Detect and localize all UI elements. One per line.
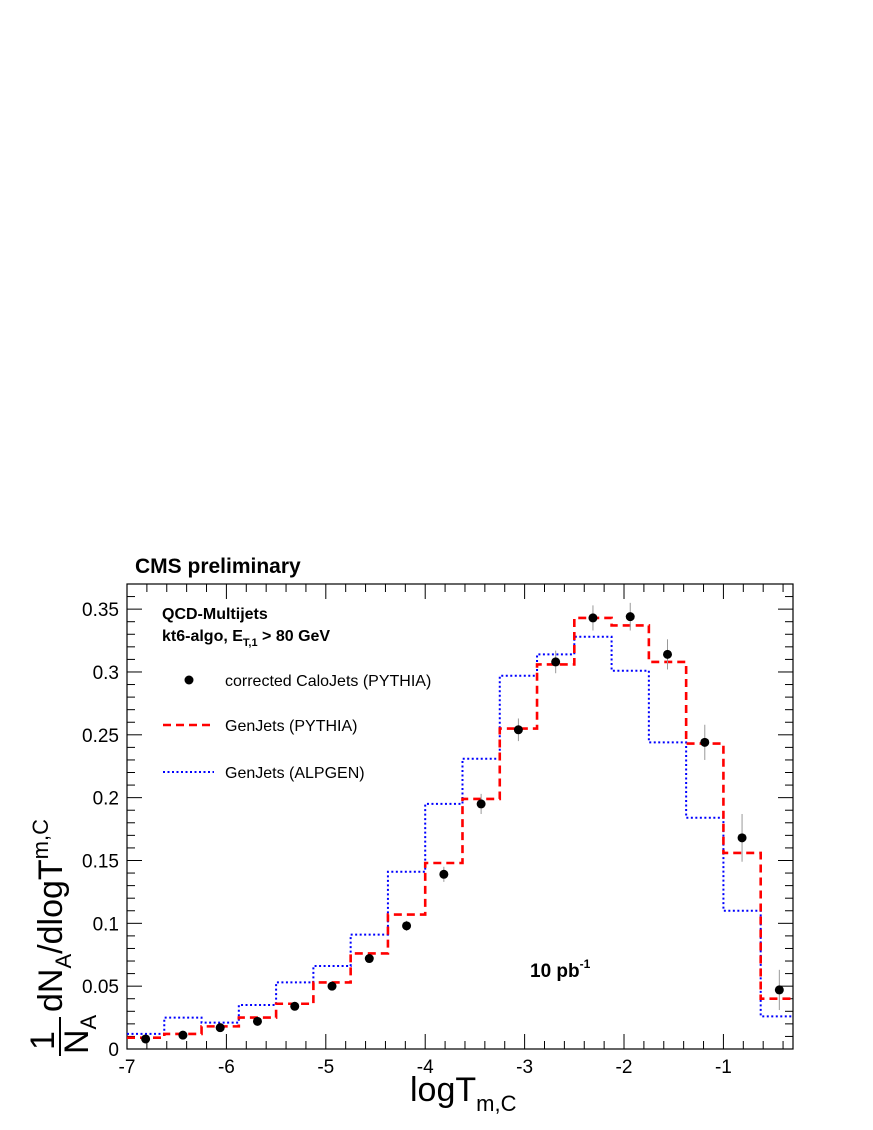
plot-frame (126, 583, 794, 1050)
luminosity-label: 10 pb-1 (530, 957, 591, 982)
legend: corrected CaloJets (PYTHIA) GenJets (PYTH… (163, 673, 431, 782)
annotation-algo-prefix: kt6-algo, E (162, 628, 243, 645)
data-point (364, 954, 374, 964)
y-tick-label: 0.35 (82, 600, 119, 621)
x-tick-label: -6 (218, 1057, 235, 1078)
data-point (551, 657, 561, 667)
annotation-algo-suffix: > 80 GeV (258, 628, 331, 645)
y-tick-label: 0 (108, 1040, 119, 1061)
y-tick-label: 0.15 (82, 851, 119, 872)
annotation-algo-sub: T,1 (243, 637, 258, 649)
data-point (252, 1016, 262, 1026)
data-point (625, 612, 635, 622)
data-point (215, 1023, 225, 1033)
y-axis-label: 1 NA dNA/dlogTm,C (24, 819, 101, 1056)
y-label-derivative: dNA/dlogTm,C (28, 819, 76, 1012)
data-point (700, 737, 710, 747)
y-label-fraction-denominator: NA (58, 1014, 101, 1054)
luminosity-unit-exponent: -1 (580, 957, 591, 971)
y-tick-label: 0.3 (93, 663, 119, 684)
y-tick-label: 0.1 (93, 914, 119, 935)
data-point (178, 1030, 188, 1040)
y-label-main1: dN (32, 969, 70, 1012)
x-tick-label: -2 (616, 1057, 633, 1078)
legend-marker-points (184, 675, 194, 685)
y-label-sub2: m,C (28, 819, 53, 859)
data-point (141, 1034, 151, 1044)
y-label-den-main: N (58, 1029, 96, 1054)
legend-label: corrected CaloJets (PYTHIA) (225, 673, 431, 690)
data-point (737, 833, 747, 843)
y-label-sub1: A (51, 954, 76, 969)
x-tick-label: -7 (119, 1057, 136, 1078)
y-label-fraction-numerator: 1 (24, 1031, 62, 1050)
x-tick-label: -5 (317, 1057, 334, 1078)
data-point (476, 799, 486, 809)
data-point (290, 1001, 300, 1011)
data-point (774, 985, 784, 995)
y-tick-label: 0.05 (82, 977, 119, 998)
series-genjets-pythia-line (127, 616, 793, 1039)
y-axis: 0 0.05 0.1 0.15 0.2 0.25 0.3 0.35 (82, 583, 793, 1061)
x-axis-label-main: logT (410, 1071, 476, 1109)
y-label-den-sub: A (76, 1014, 101, 1029)
y-tick-label: 0.2 (93, 789, 119, 810)
x-axis: -7 -6 -5 -4 -3 -2 -1 (119, 584, 784, 1078)
data-point (439, 869, 449, 879)
x-axis-label-sub: m,C (476, 1091, 516, 1116)
data-point (588, 613, 598, 623)
y-label-main2: /dlogT (32, 859, 70, 954)
data-point (327, 981, 337, 991)
annotation-process: QCD-Multijets (162, 606, 268, 623)
y-tick-label: 0.25 (82, 726, 119, 747)
data-point (402, 921, 412, 931)
data-point (513, 725, 523, 735)
chart-header: CMS preliminary (135, 555, 301, 578)
x-axis-label: logTm,C (410, 1071, 517, 1116)
series-genjets-alpgen-line (127, 635, 793, 1035)
legend-label: GenJets (PYTHIA) (225, 718, 357, 735)
luminosity-value: 10 pb (530, 961, 580, 982)
series-layer (127, 602, 793, 1044)
x-tick-label: -4 (417, 1057, 434, 1078)
x-tick-label: -1 (715, 1057, 732, 1078)
data-point (663, 649, 673, 659)
annotation-algo: kt6-algo, ET,1 > 80 GeV (162, 628, 330, 649)
x-tick-label: -3 (516, 1057, 533, 1078)
legend-label: GenJets (ALPGEN) (225, 765, 365, 782)
